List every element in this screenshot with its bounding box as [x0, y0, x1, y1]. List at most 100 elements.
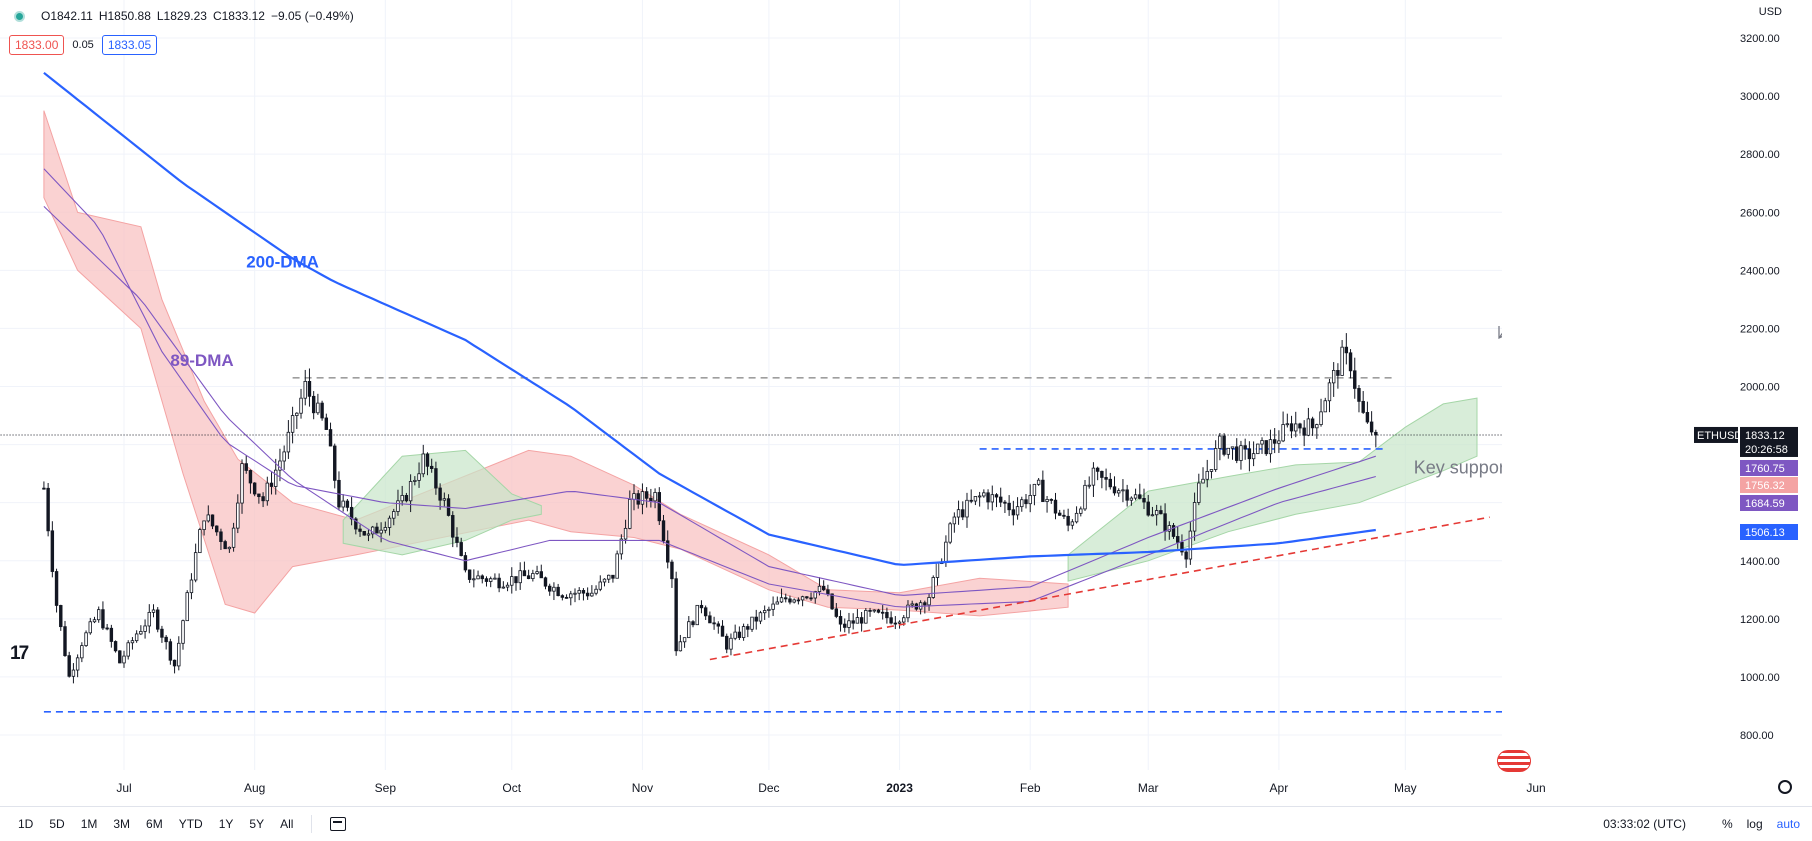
tradingview-logo-icon[interactable]: 17 [10, 643, 29, 664]
candle [1104, 468, 1108, 491]
candle-body [451, 515, 455, 538]
candle-body [1087, 484, 1091, 487]
candle-body [1285, 423, 1290, 426]
range-button-6m[interactable]: 6M [146, 817, 163, 831]
candle-body [46, 487, 50, 532]
candle [1348, 349, 1353, 379]
candle-body [708, 615, 712, 624]
candle-body [1268, 439, 1273, 455]
candle [261, 492, 265, 508]
candle [328, 422, 333, 447]
candle [1272, 428, 1277, 454]
candle [316, 393, 320, 415]
candle [906, 600, 910, 623]
us-flag-icon[interactable] [1497, 750, 1531, 772]
candle-body [543, 577, 548, 587]
candle-body [636, 493, 640, 505]
candle [1294, 411, 1298, 438]
candle-body [653, 492, 657, 502]
bid-button[interactable]: 1833.00 [9, 35, 65, 55]
candle [181, 619, 185, 650]
candle-body [1159, 510, 1163, 515]
candle-body [741, 626, 746, 638]
close-value: C1833.12 [212, 9, 265, 23]
candle [1289, 415, 1294, 439]
candle-body [1260, 440, 1264, 445]
candle [1327, 378, 1332, 413]
candle [885, 607, 889, 624]
candle-body [274, 469, 278, 487]
range-button-5y[interactable]: 5Y [249, 817, 265, 831]
candle [640, 483, 645, 515]
candle-body [442, 498, 447, 501]
candle-body [910, 603, 914, 606]
candle-body [484, 578, 489, 582]
time-axis[interactable]: Jul Aug Sep Oct Nov Dec 2023 Feb Mar Apr May Jun [116, 781, 1545, 795]
candle-body [607, 574, 611, 580]
range-button-1d[interactable]: 1D [18, 817, 34, 831]
x-tick-label: Jul [116, 781, 131, 795]
candle [1024, 493, 1028, 509]
candle-body [206, 514, 211, 522]
candle [1108, 472, 1112, 490]
candle [358, 524, 362, 537]
candle-body [982, 492, 986, 497]
range-button-5d[interactable]: 5D [49, 817, 65, 831]
candle-body [1066, 515, 1070, 526]
auto-toggle[interactable]: auto [1776, 817, 1800, 831]
range-button-1m[interactable]: 1M [80, 817, 98, 831]
price-axis[interactable]: 800.001000.001200.001400.001600.001800.0… [1502, 0, 1812, 806]
candle [986, 489, 990, 510]
candle [1192, 492, 1197, 541]
candle-body [109, 627, 114, 642]
candle-body [969, 499, 973, 502]
candle [552, 582, 556, 601]
range-button-ytd[interactable]: YTD [178, 817, 203, 831]
candle [754, 609, 758, 630]
candle-body [472, 578, 476, 581]
candle [122, 650, 126, 668]
candle-body [725, 635, 729, 650]
candle [354, 517, 358, 535]
candle-body [691, 621, 695, 626]
candle [678, 634, 683, 652]
range-button-1y[interactable]: 1Y [218, 817, 234, 831]
range-button-3m[interactable]: 3M [113, 817, 131, 831]
candle [265, 476, 270, 506]
candle [177, 636, 181, 671]
candle-body [640, 491, 645, 505]
candle-body [143, 625, 147, 632]
candle-body [459, 542, 463, 556]
candle-body [1129, 497, 1134, 501]
candle-body [510, 576, 514, 586]
candle-body [383, 527, 388, 531]
calendar-icon[interactable] [330, 817, 347, 831]
currency-selector[interactable]: USD [1758, 6, 1782, 18]
candle-body [75, 657, 80, 671]
candle [522, 561, 527, 577]
log-toggle[interactable]: log [1746, 817, 1763, 831]
candle [1315, 423, 1319, 439]
candle-body [404, 495, 409, 502]
gear-icon[interactable] [1778, 780, 1792, 794]
percent-toggle[interactable]: % [1721, 817, 1733, 831]
candle-body [800, 596, 805, 601]
candle [1176, 526, 1180, 549]
candle-body [392, 511, 396, 519]
candle [160, 625, 164, 643]
candle-body [1340, 346, 1344, 376]
ask-button[interactable]: 1833.05 [101, 35, 158, 55]
candle-body [333, 445, 337, 481]
candle-body [944, 541, 948, 563]
price-chart[interactable]: 200-DMA 89-DMA Key support 800.00 1000.00 12… [0, 0, 1812, 806]
candle-body [961, 509, 965, 518]
candle [1154, 504, 1159, 526]
candle [451, 511, 455, 548]
candle-body [1327, 382, 1332, 402]
clock[interactable]: 03:33:02 (UTC) [1603, 817, 1686, 831]
candle [872, 609, 876, 613]
candle [105, 623, 109, 631]
candle-body [826, 589, 830, 595]
candle-body [729, 637, 733, 650]
range-button-all[interactable]: All [280, 817, 294, 831]
